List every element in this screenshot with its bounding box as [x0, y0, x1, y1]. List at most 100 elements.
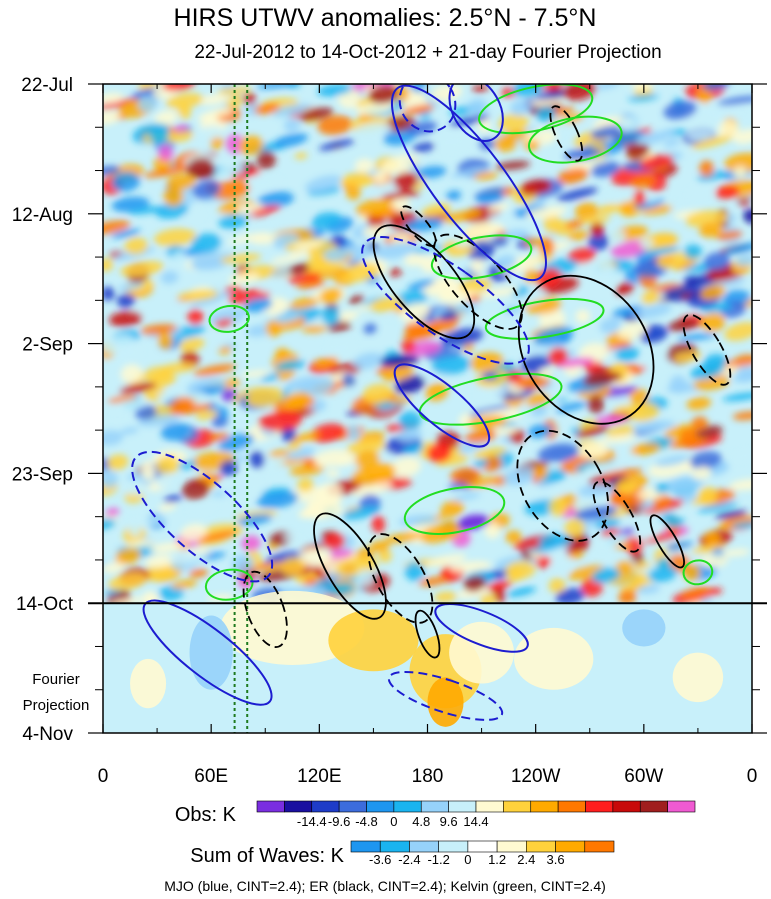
anomaly-cell	[187, 308, 204, 325]
anomaly-cell	[632, 420, 676, 432]
anomaly-cell	[620, 200, 639, 217]
anomaly-cell	[598, 435, 638, 444]
anomaly-cell	[368, 85, 399, 104]
anomaly-cell	[158, 144, 174, 161]
anomaly-cell	[677, 333, 716, 341]
anomaly-cell	[193, 291, 234, 304]
anomaly-cell	[567, 247, 596, 264]
colorbar-swatch	[438, 840, 469, 853]
colorbar-swatch	[366, 800, 395, 813]
colorbar-swatch	[284, 800, 313, 813]
anomaly-cell	[594, 84, 620, 90]
anomaly-cell	[470, 259, 485, 274]
anomaly-cell	[567, 230, 590, 241]
anomaly-cell	[478, 287, 520, 298]
colorbar-swatch	[526, 840, 556, 853]
anomaly-cell	[215, 406, 229, 420]
kelvin-contour	[682, 559, 714, 586]
anomaly-cell	[668, 440, 703, 448]
anomaly-cell	[260, 561, 288, 571]
anomaly-cell	[485, 580, 513, 591]
anomaly-cell	[526, 206, 568, 219]
anomaly-cell	[633, 190, 646, 206]
anomaly-cell	[180, 523, 207, 542]
colorbar-tick-label: 0	[390, 814, 397, 829]
anomaly-cell	[630, 175, 656, 189]
projection-cell	[328, 609, 419, 672]
y-tick-label: 4-Nov	[22, 724, 73, 745]
anomaly-cell	[459, 278, 492, 294]
colorbar-swatch	[338, 800, 367, 813]
colorbar-tick-label: -14.4	[297, 814, 327, 829]
colorbar-swatch	[585, 800, 614, 813]
anomaly-cell	[342, 373, 356, 389]
colorbar-tick-label: 14.4	[463, 814, 488, 829]
colorbar-tick-label: -1.2	[427, 852, 449, 867]
anomaly-cell	[373, 170, 388, 185]
anomaly-cell	[735, 254, 752, 267]
colorbar-tick-label: 3.6	[547, 852, 565, 867]
anomaly-cell	[366, 462, 396, 483]
anomaly-cell	[692, 466, 712, 480]
anomaly-cell	[301, 325, 317, 333]
anomaly-cell	[610, 240, 648, 258]
mjo-contour	[361, 236, 530, 365]
anomaly-cell	[645, 246, 680, 256]
anomaly-cell	[325, 582, 355, 596]
anomaly-cell	[318, 139, 355, 151]
anomaly-cell	[732, 411, 752, 421]
anomaly-cell	[450, 166, 491, 178]
anomaly-cell	[590, 221, 605, 238]
anomaly-cell	[103, 220, 131, 235]
anomaly-cell	[704, 531, 721, 547]
anomaly-cell	[536, 268, 562, 288]
anomaly-cell	[338, 89, 362, 109]
anomaly-cell	[717, 120, 740, 141]
anomaly-cell	[321, 306, 340, 326]
anomaly-cell	[566, 551, 584, 560]
er-contour	[516, 429, 609, 542]
anomaly-cell	[640, 290, 659, 305]
anomaly-cell	[548, 577, 566, 593]
anomaly-cell	[348, 295, 365, 305]
er-contour	[649, 514, 685, 569]
anomaly-cell	[292, 240, 325, 249]
anomaly-cell	[606, 425, 636, 437]
projection-cell	[130, 658, 167, 709]
anomaly-cell	[268, 449, 291, 458]
colorbar-waves-label: Sum of Waves: K	[190, 845, 344, 867]
er-contour	[592, 480, 642, 553]
er-contour	[549, 105, 584, 162]
anomaly-cell	[353, 122, 393, 137]
anomaly-cell	[532, 465, 548, 480]
anomaly-cell	[148, 542, 188, 553]
anomaly-cell	[673, 351, 702, 363]
anomaly-cell	[362, 225, 389, 238]
anomaly-cell	[615, 346, 640, 362]
anomaly-cell	[663, 101, 698, 120]
colorbar-tick-label: -9.6	[328, 814, 350, 829]
anomaly-cell	[260, 373, 281, 382]
anomaly-cell	[463, 222, 505, 237]
anomaly-cell	[285, 376, 321, 391]
anomaly-cell	[618, 589, 637, 605]
anomaly-cell	[557, 167, 589, 184]
anomaly-cell	[317, 84, 352, 97]
anomaly-cell	[564, 518, 586, 538]
anomaly-cell	[615, 282, 635, 297]
anomaly-cell	[538, 533, 573, 548]
anomaly-cell	[599, 317, 622, 334]
anomaly-cell	[313, 356, 339, 368]
projection-cell	[427, 677, 464, 727]
anomaly-cell	[274, 457, 312, 466]
anomaly-cell	[697, 170, 727, 182]
er-contour	[414, 609, 441, 659]
colorbar-swatch	[530, 800, 559, 813]
anomaly-cell	[168, 552, 208, 565]
anomaly-cell	[686, 397, 712, 410]
anomaly-cell	[221, 479, 265, 498]
anomaly-cell	[679, 428, 698, 444]
anomaly-cell	[303, 458, 317, 468]
anomaly-cell	[354, 158, 374, 174]
projection-label-line2: Projection	[23, 697, 90, 714]
